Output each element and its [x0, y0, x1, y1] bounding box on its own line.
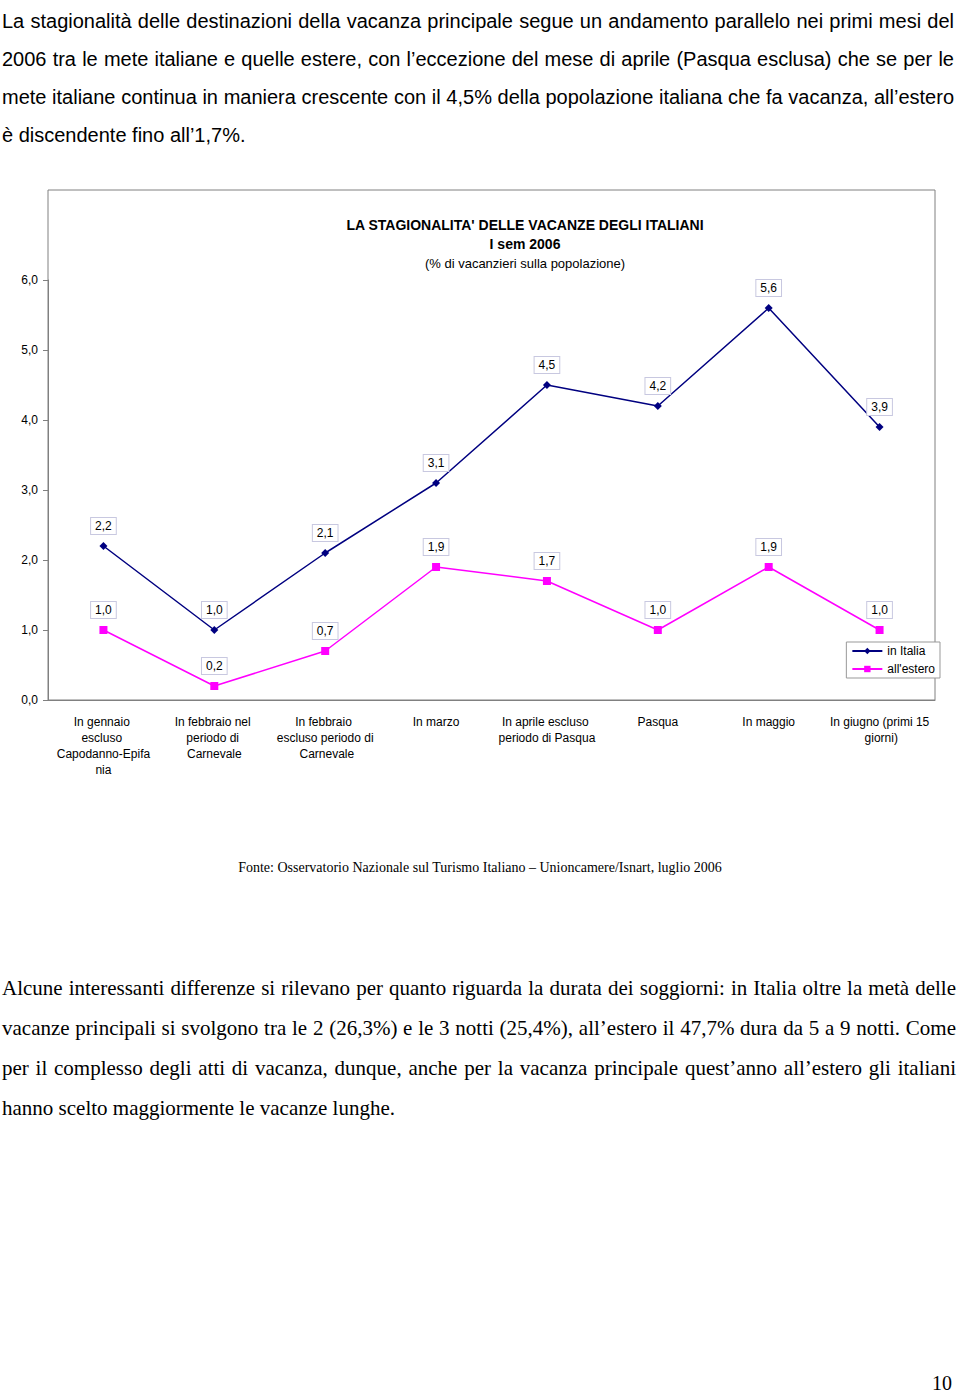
svg-text:3,0: 3,0: [21, 483, 38, 497]
svg-text:1,0: 1,0: [95, 603, 112, 617]
svg-text:In gennaio: In gennaio: [74, 715, 133, 729]
svg-text:Carnevale: Carnevale: [187, 747, 242, 761]
svg-text:2,2: 2,2: [95, 519, 112, 533]
svg-text:0,0: 0,0: [21, 693, 38, 707]
svg-text:4,0: 4,0: [21, 413, 38, 427]
svg-text:(% di vacanzieri sulla popolaz: (% di vacanzieri sulla popolazione): [425, 256, 625, 271]
svg-text:periodo di Pasqua: periodo di Pasqua: [499, 731, 596, 745]
svg-text:3,1: 3,1: [428, 456, 445, 470]
svg-text:Pasqua: Pasqua: [637, 715, 678, 729]
svg-text:4,5: 4,5: [539, 358, 556, 372]
svg-text:1,0: 1,0: [206, 603, 223, 617]
svg-text:2,0: 2,0: [21, 553, 38, 567]
svg-text:escluso periodo di: escluso periodo di: [277, 731, 374, 745]
svg-text:1,0: 1,0: [21, 623, 38, 637]
svg-text:4,2: 4,2: [649, 379, 666, 393]
svg-text:1,9: 1,9: [428, 540, 445, 554]
svg-text:all'estero: all'estero: [887, 662, 935, 676]
svg-text:1,0: 1,0: [649, 603, 666, 617]
svg-text:2,1: 2,1: [317, 526, 334, 540]
html-text:La stagionalità delle destinaz: La stagionalità delle destinazioni della…: [2, 10, 954, 146]
svg-text:0,2: 0,2: [206, 659, 223, 673]
svg-text:In febbraio nel: In febbraio nel: [175, 715, 254, 729]
svg-text:nia: nia: [95, 763, 111, 777]
svg-text:0,7: 0,7: [317, 624, 334, 638]
svg-text:In febbraio: In febbraio: [295, 715, 355, 729]
svg-text:LA STAGIONALITA' DELLE VACANZE: LA STAGIONALITA' DELLE VACANZE DEGLI ITA…: [346, 217, 703, 233]
svg-text:3,9: 3,9: [871, 400, 888, 414]
svg-text:5,6: 5,6: [760, 281, 777, 295]
svg-text:1,0: 1,0: [871, 603, 888, 617]
svg-text:1,9: 1,9: [760, 540, 777, 554]
svg-text:6,0: 6,0: [21, 273, 38, 287]
svg-text:Carnevale: Carnevale: [296, 747, 354, 761]
html-text:Fonte: Osservatorio Nazionale: Fonte: Osservatorio Nazionale sul Turism…: [238, 860, 722, 875]
svg-text:giorni): giorni): [861, 731, 898, 745]
svg-text:1,7: 1,7: [539, 554, 556, 568]
html-text:Alcune interessanti differenze: Alcune interessanti differenze si rileva…: [2, 976, 956, 1120]
html-text:10: 10: [932, 1372, 952, 1394]
svg-text:In maggio: In maggio: [742, 715, 795, 729]
svg-text:In giugno (primi 15: In giugno (primi 15: [830, 715, 930, 729]
svg-text:in Italia: in Italia: [887, 644, 925, 658]
svg-text:periodo di: periodo di: [186, 731, 242, 745]
svg-text:escluso: escluso: [81, 731, 125, 745]
svg-text:I sem 2006: I sem 2006: [490, 236, 561, 252]
svg-text:Capodanno-Epifa: Capodanno-Epifa: [57, 747, 151, 761]
svg-text:In marzo: In marzo: [413, 715, 460, 729]
svg-text:5,0: 5,0: [21, 343, 38, 357]
svg-text:In aprile escluso: In aprile escluso: [502, 715, 592, 729]
